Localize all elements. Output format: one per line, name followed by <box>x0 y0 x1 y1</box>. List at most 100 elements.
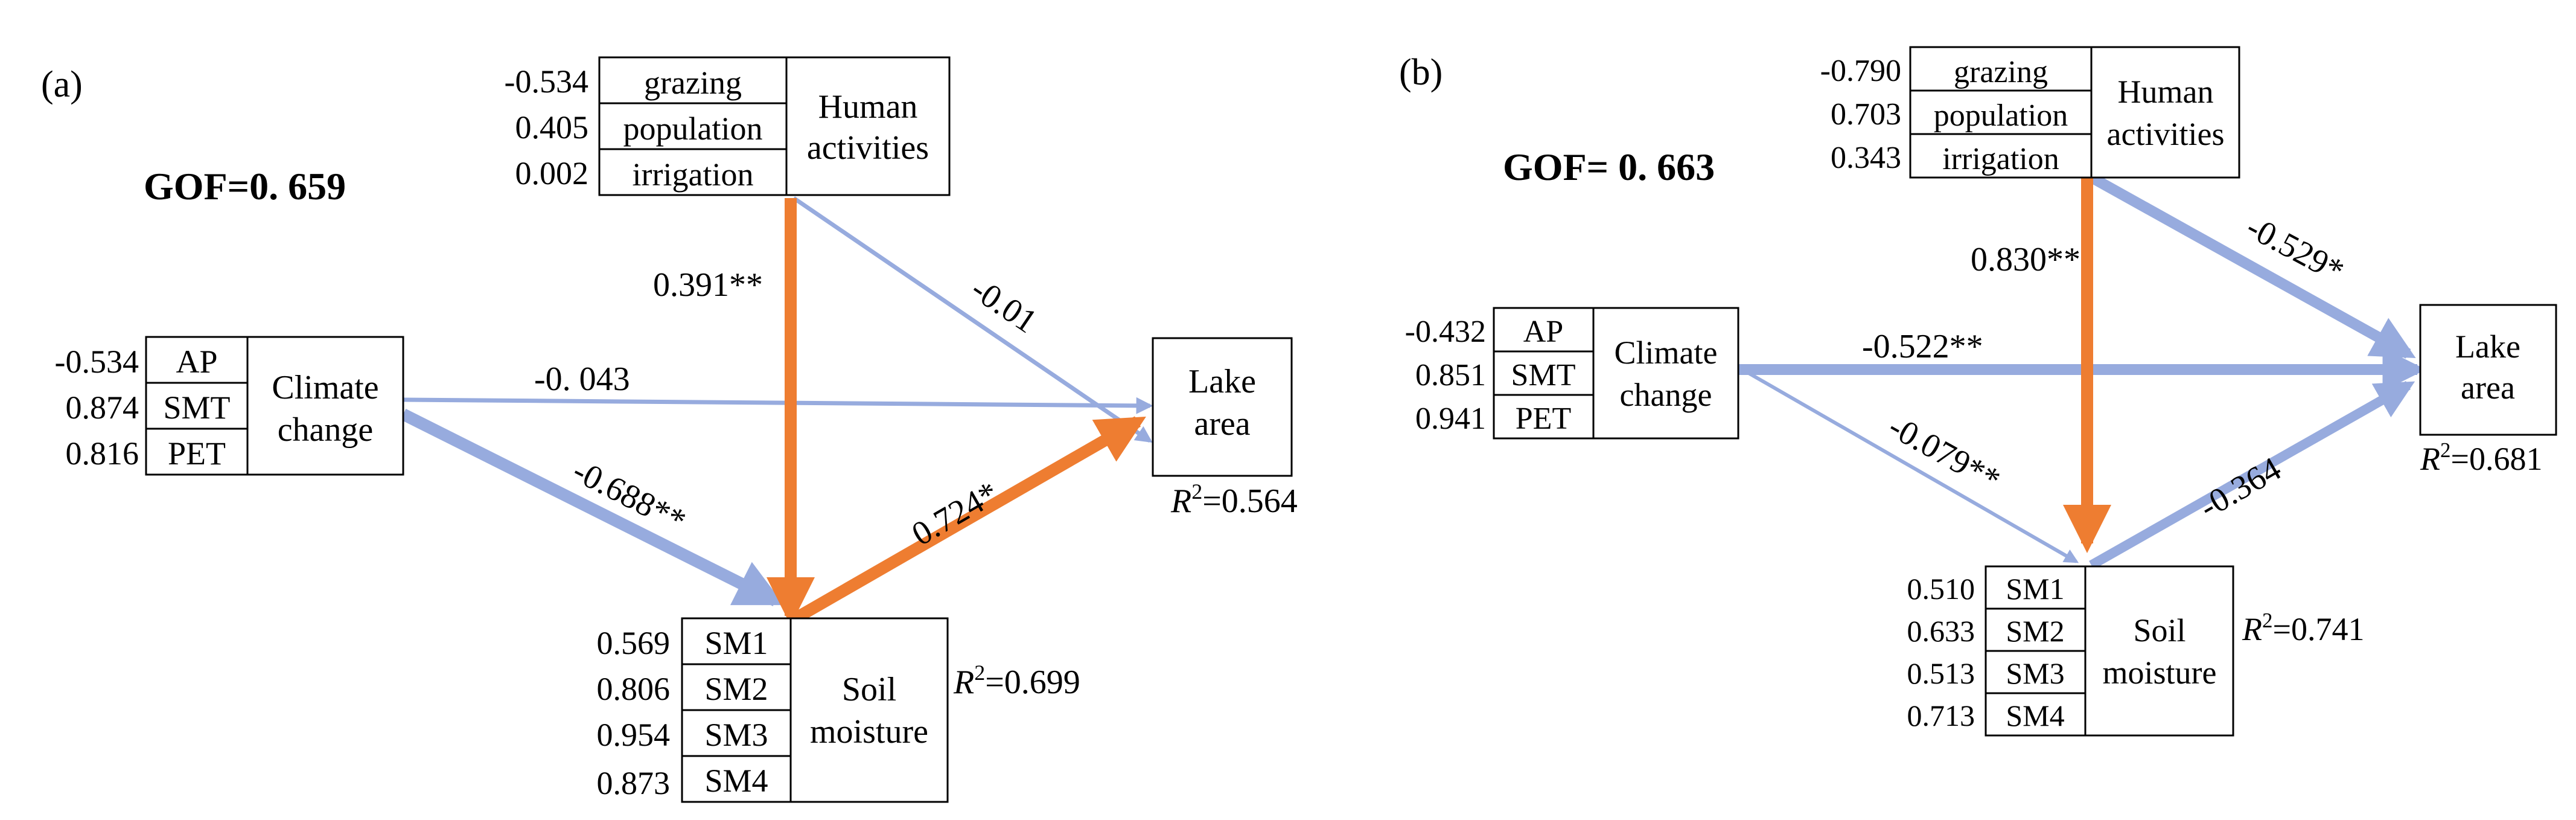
loading-value: 0.002 <box>515 155 589 191</box>
loading-value: -0.432 <box>1405 315 1486 349</box>
loading-value: -0.534 <box>505 63 588 100</box>
loading-value: 0.873 <box>597 765 671 801</box>
latent-name: activities <box>2107 116 2225 152</box>
latent-box-lake-area <box>1152 337 1293 477</box>
loading-value: -0.790 <box>1820 54 1901 88</box>
latent-box-soil-moisture <box>2084 565 2234 737</box>
r-squared-value: =0.681 <box>2451 441 2543 477</box>
r-squared: R2=0.681 <box>2420 438 2542 477</box>
loading-value: 0.851 <box>1415 358 1486 392</box>
r-squared-value: =0.699 <box>985 664 1080 701</box>
loading-value: 0.713 <box>1907 699 1975 732</box>
arrow-climate-to-soil <box>1737 365 2079 563</box>
r-squared-value: =0.564 <box>1202 482 1298 520</box>
latent-name: Soil <box>842 671 896 708</box>
indicator-label: SMT <box>163 389 230 426</box>
arrow-human-to-lake <box>792 196 1153 443</box>
indicator-label: SM3 <box>2006 656 2064 690</box>
indicator-label: SM1 <box>2006 572 2064 606</box>
latent-box-lake-area <box>2419 304 2557 436</box>
lake-area-block: Lake area R2=0.564 <box>1152 337 1298 520</box>
path-arrows <box>400 196 1153 626</box>
coef-soil-to-lake: -0.364 <box>2193 450 2287 526</box>
indicator-box-population <box>1909 89 2093 135</box>
indicator-box-population <box>598 102 788 150</box>
r-squared: R2=0.699 <box>953 661 1080 701</box>
latent-name: area <box>1194 405 1250 443</box>
indicator-label: SM4 <box>2006 699 2064 732</box>
indicator-box-irrigation <box>1909 133 2093 179</box>
indicator-box-pet <box>1493 394 1595 440</box>
indicator-label: irrigation <box>1942 142 2059 176</box>
latent-name: change <box>1620 377 1712 413</box>
indicator-box-ap <box>145 336 249 384</box>
soil-moisture-block: SM1 SM2 SM3 SM4 0.510 0.633 0.513 0.713 … <box>1907 565 2364 737</box>
latent-name: Climate <box>1615 335 1718 371</box>
loading-value: 0.954 <box>597 717 671 753</box>
latent-name: Climate <box>272 369 378 406</box>
indicator-label: SM3 <box>704 717 768 753</box>
latent-name: moisture <box>2103 655 2217 691</box>
loading-value: 0.633 <box>1907 614 1975 648</box>
coef-soil-to-lake: 0.724* <box>906 475 1005 554</box>
indicator-label: population <box>623 111 763 147</box>
indicator-label: grazing <box>644 65 742 101</box>
indicator-label: population <box>1934 98 2068 133</box>
indicator-box-sm3 <box>1985 650 2087 694</box>
latent-name: Lake <box>2455 328 2520 365</box>
arrow-soil-to-lake <box>2089 381 2415 569</box>
latent-name: Soil <box>2133 612 2185 649</box>
coef-climate-to-lake: -0.522** <box>1862 328 1983 365</box>
latent-box-human-activities <box>2090 46 2240 179</box>
indicator-box-sm2 <box>681 663 792 711</box>
latent-name: change <box>278 411 374 449</box>
panel-b: (b) GOF= 0. 663 0.830** -0.529* -0.522**… <box>1399 46 2557 737</box>
climate-change-block: AP SMT PET -0.534 0.874 0.816 Climate ch… <box>55 336 404 476</box>
panel-label: (a) <box>41 64 83 105</box>
latent-box-soil-moisture <box>789 617 949 803</box>
coef-climate-to-lake: -0. 043 <box>534 360 630 398</box>
loading-value: 0.405 <box>515 109 589 146</box>
indicator-label: SM4 <box>704 763 768 799</box>
panel-label: (b) <box>1399 52 1443 93</box>
arrow-climate-to-soil <box>400 409 785 606</box>
loading-value: 0.510 <box>1907 572 1975 606</box>
latent-name: Human <box>2118 74 2214 110</box>
r-squared-value: =0.741 <box>2273 611 2365 647</box>
soil-moisture-block: SM1 SM2 SM3 SM4 0.569 0.806 0.954 0.873 … <box>597 617 1080 803</box>
lake-area-block: Lake area R2=0.681 <box>2419 304 2557 477</box>
panel-a: (a) GOF=0. 659 0.391** -0.01 -0. 043 -0.… <box>41 56 1298 803</box>
arrow-human-to-lake <box>2087 171 2416 359</box>
coef-human-to-lake: -0.01 <box>964 270 1044 341</box>
gof-value: GOF=0. 659 <box>144 165 346 208</box>
indicator-label: PET <box>168 435 226 472</box>
indicator-box-sm4 <box>681 755 792 803</box>
loading-value: 0.874 <box>66 389 139 426</box>
indicator-label: AP <box>1523 315 1563 349</box>
latent-name: activities <box>807 129 929 167</box>
arrow-climate-to-lake <box>403 397 1153 414</box>
loading-value: 0.941 <box>1415 402 1486 436</box>
climate-change-block: AP SMT PET -0.432 0.851 0.941 Climate ch… <box>1405 307 1739 440</box>
indicator-box-pet <box>145 428 249 476</box>
indicator-label: SM2 <box>2006 614 2064 648</box>
gof-value: GOF= 0. 663 <box>1503 146 1715 188</box>
indicator-label: SMT <box>1511 358 1576 392</box>
coef-human-to-soil: 0.391** <box>653 266 763 304</box>
loading-value: 0.703 <box>1831 97 1901 132</box>
coef-human-to-soil: 0.830** <box>1971 241 2080 278</box>
loading-value: 0.816 <box>66 435 139 472</box>
indicator-label: irrigation <box>633 156 754 193</box>
indicator-label: grazing <box>1954 55 2048 89</box>
latent-name: Human <box>818 88 918 126</box>
indicator-label: SM1 <box>704 625 768 661</box>
latent-name: Lake <box>1188 363 1256 400</box>
indicator-box-sm4 <box>1985 692 2087 737</box>
indicator-label: PET <box>1516 402 1571 436</box>
indicator-label: SM2 <box>704 671 768 707</box>
r-squared: R2=0.741 <box>2242 609 2364 647</box>
latent-name: moisture <box>810 713 928 751</box>
latent-box-climate-change <box>1592 307 1739 440</box>
human-activities-block: grazing population irrigation -0.790 0.7… <box>1820 46 2240 179</box>
